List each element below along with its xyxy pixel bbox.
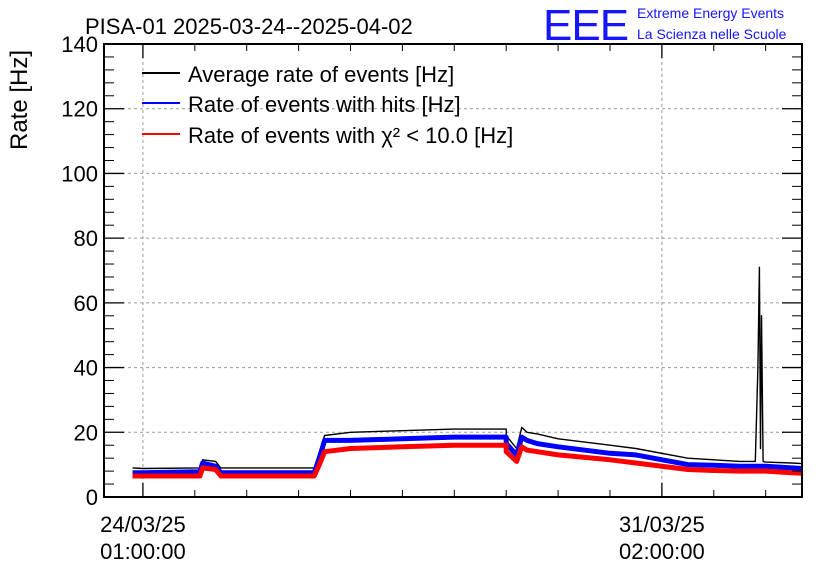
plot-border bbox=[103, 43, 803, 498]
logo-mark: EEE bbox=[543, 1, 628, 50]
chart-title: PISA-01 2025-03-24--2025-04-02 bbox=[85, 14, 413, 39]
legend-label-2: Rate of events with hits [Hz] bbox=[188, 92, 461, 117]
y-tick-label: 20 bbox=[74, 420, 98, 445]
series-layer bbox=[132, 266, 802, 479]
y-axis-label: Rate [Hz] bbox=[6, 50, 33, 150]
eee-logo: EEE Extreme Energy Events La Scienza nel… bbox=[543, 1, 787, 50]
x-tick-label-date: 24/03/25 bbox=[100, 512, 186, 537]
y-tick-label: 140 bbox=[61, 32, 98, 57]
x-tick-label-time: 01:00:00 bbox=[100, 539, 186, 564]
series-line-1 bbox=[132, 266, 802, 470]
y-axis: 0 20 40 60 80 100 120 140 bbox=[61, 32, 802, 510]
legend-label-1: Average rate of events [Hz] bbox=[188, 62, 454, 87]
logo-line-2: La Scienza nelle Scuole bbox=[637, 26, 787, 42]
x-tick-label-date: 31/03/25 bbox=[619, 512, 705, 537]
y-tick-label: 40 bbox=[74, 356, 98, 381]
y-tick-label: 60 bbox=[74, 291, 98, 316]
grid bbox=[104, 44, 802, 497]
y-tick-label: 100 bbox=[61, 161, 98, 186]
legend-label-3: Rate of events with χ² < 10.0 [Hz] bbox=[188, 123, 513, 148]
y-tick-label: 120 bbox=[61, 97, 98, 122]
x-tick-label-time: 02:00:00 bbox=[619, 539, 705, 564]
series-line-3 bbox=[132, 442, 802, 479]
y-tick-label: 0 bbox=[86, 485, 98, 510]
y-tick-label: 80 bbox=[74, 226, 98, 251]
logo-line-1: Extreme Energy Events bbox=[637, 5, 784, 21]
plot-frame bbox=[103, 43, 803, 498]
legend: Average rate of events [Hz] Rate of event… bbox=[142, 62, 513, 148]
